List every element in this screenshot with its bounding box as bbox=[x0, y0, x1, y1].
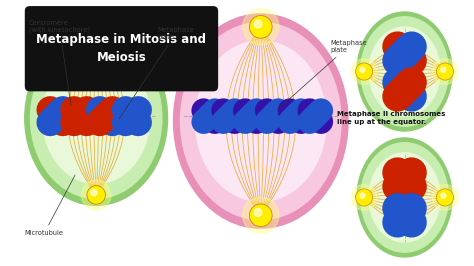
Ellipse shape bbox=[357, 12, 452, 131]
Circle shape bbox=[351, 185, 377, 210]
Circle shape bbox=[87, 186, 105, 204]
Text: Centromere
(with kinetochore): Centromere (with kinetochore) bbox=[29, 20, 90, 105]
Circle shape bbox=[249, 204, 272, 227]
Ellipse shape bbox=[357, 138, 452, 257]
Circle shape bbox=[254, 20, 262, 28]
Ellipse shape bbox=[369, 153, 440, 242]
Circle shape bbox=[432, 185, 458, 210]
Circle shape bbox=[360, 193, 365, 198]
Circle shape bbox=[87, 32, 105, 51]
Circle shape bbox=[91, 189, 97, 196]
Circle shape bbox=[82, 180, 111, 210]
Circle shape bbox=[243, 9, 279, 45]
Circle shape bbox=[437, 189, 454, 206]
Circle shape bbox=[437, 63, 454, 80]
Ellipse shape bbox=[195, 41, 326, 201]
Ellipse shape bbox=[369, 27, 440, 116]
Circle shape bbox=[243, 197, 279, 234]
Text: Microtubule: Microtubule bbox=[25, 175, 75, 236]
Circle shape bbox=[356, 189, 373, 206]
Circle shape bbox=[91, 36, 97, 42]
Ellipse shape bbox=[173, 14, 348, 228]
Ellipse shape bbox=[181, 23, 341, 220]
Ellipse shape bbox=[43, 53, 150, 184]
FancyBboxPatch shape bbox=[25, 6, 218, 91]
Text: Metaphase II chromosomes
line up at the equator.: Metaphase II chromosomes line up at the … bbox=[337, 111, 446, 125]
Ellipse shape bbox=[25, 31, 168, 205]
Circle shape bbox=[356, 63, 373, 80]
Circle shape bbox=[82, 27, 111, 56]
Text: Metaphase in Mitosis and
Meiosis: Metaphase in Mitosis and Meiosis bbox=[36, 33, 207, 64]
Text: Metaphase
plate: Metaphase plate bbox=[278, 40, 367, 109]
Circle shape bbox=[351, 59, 377, 84]
Circle shape bbox=[432, 59, 458, 84]
Text: Metaphase
plate: Metaphase plate bbox=[119, 27, 194, 119]
Circle shape bbox=[441, 67, 446, 72]
Ellipse shape bbox=[30, 38, 162, 198]
Ellipse shape bbox=[361, 143, 448, 252]
Circle shape bbox=[360, 67, 365, 72]
Ellipse shape bbox=[361, 17, 448, 126]
Circle shape bbox=[249, 15, 272, 38]
Circle shape bbox=[254, 209, 262, 217]
Circle shape bbox=[441, 193, 446, 198]
